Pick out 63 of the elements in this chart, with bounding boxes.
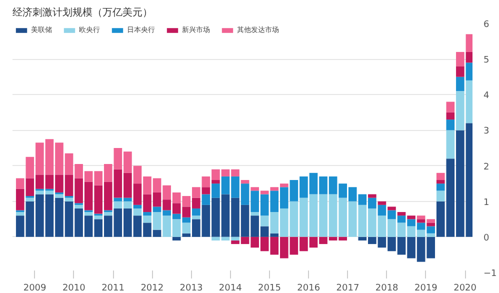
bar	[378, 201, 386, 205]
bar	[436, 184, 445, 191]
bar	[212, 180, 220, 184]
bar	[368, 194, 376, 198]
bar	[192, 216, 200, 220]
bar	[446, 120, 455, 130]
y-tick-label: 5	[484, 56, 490, 66]
bar	[456, 52, 464, 66]
bar	[143, 212, 152, 216]
x-tick-label: 2009	[23, 284, 47, 293]
bar	[16, 178, 24, 189]
y-tick-label: 4	[484, 91, 490, 102]
bar	[104, 212, 112, 216]
y-tick-label: 3	[484, 126, 490, 137]
bar	[202, 187, 210, 194]
bar	[172, 236, 181, 240]
bar	[436, 180, 445, 184]
bar	[446, 130, 455, 159]
chart-title: 经济刺激计划规模（万亿美元）	[12, 6, 152, 18]
bar	[426, 222, 435, 226]
y-tick-label: 1	[484, 198, 490, 208]
bar	[446, 112, 455, 120]
bar	[436, 172, 445, 180]
y-tick-label: −1	[484, 269, 497, 279]
bar	[74, 204, 83, 208]
bar	[260, 190, 269, 194]
bar	[16, 212, 24, 216]
bar	[26, 198, 34, 202]
bar	[426, 219, 435, 223]
x-tick-label: 2010	[62, 284, 86, 293]
bar	[436, 190, 445, 202]
x-tick-label: 2015	[258, 284, 281, 293]
bar	[407, 216, 416, 220]
bar	[55, 194, 64, 198]
bar	[416, 216, 426, 220]
bar	[240, 180, 250, 184]
bar	[64, 198, 74, 202]
bar	[250, 212, 259, 216]
bar	[270, 187, 279, 191]
bar	[250, 187, 259, 191]
x-tick-label: 2011	[102, 284, 124, 293]
bar	[456, 66, 464, 77]
bar	[94, 216, 103, 220]
x-tick-label: 2020	[454, 284, 477, 293]
x-tick-label: 2016	[297, 284, 320, 293]
x-tick-label: 2012	[140, 284, 164, 293]
bar	[84, 212, 93, 216]
y-tick-label: 2	[484, 162, 490, 172]
bar	[446, 102, 455, 112]
bar	[397, 212, 406, 216]
bar	[416, 219, 426, 223]
x-tick-label: 2019	[414, 284, 438, 293]
bar	[133, 204, 142, 208]
x-tick-label: 2017	[336, 284, 360, 293]
bar	[280, 184, 288, 188]
bar	[192, 208, 200, 216]
x-tick-label: 2018	[375, 284, 399, 293]
x-tick-label: 2014	[218, 284, 242, 293]
bar	[133, 208, 142, 216]
bar	[388, 206, 396, 210]
y-tick-label: 0	[484, 233, 490, 244]
y-tick-label: 6	[484, 20, 490, 30]
x-tick-label: 2013	[180, 284, 203, 293]
